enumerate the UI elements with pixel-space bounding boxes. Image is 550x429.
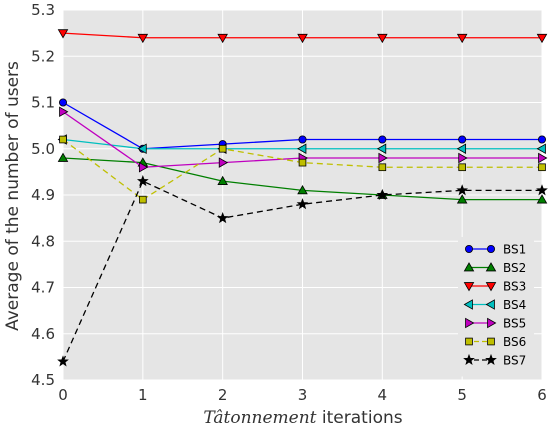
x-tick-label: 6 bbox=[537, 386, 547, 404]
data-point-bs2 bbox=[297, 184, 308, 195]
legend-label-bs4: BS4 bbox=[503, 298, 526, 312]
data-point-bs7 bbox=[296, 198, 309, 210]
data-point-bs4 bbox=[376, 143, 387, 155]
data-point-bs2 bbox=[57, 152, 69, 162]
legend-item-bs6: BS6 bbox=[465, 335, 526, 349]
y-tick-label: 4.8 bbox=[31, 232, 55, 250]
legend-marker-bs3 bbox=[485, 282, 497, 292]
x-axis-label-rest: iterations bbox=[317, 408, 403, 428]
legend-marker-bs7 bbox=[463, 353, 475, 365]
data-point-bs6 bbox=[59, 135, 67, 144]
legend-marker-bs1 bbox=[486, 244, 495, 253]
data-point-bs5 bbox=[218, 157, 229, 168]
data-point-bs6 bbox=[218, 144, 227, 153]
x-tick-label: 4 bbox=[378, 386, 388, 404]
data-point-bs6 bbox=[458, 163, 466, 172]
data-point-bs1 bbox=[59, 98, 68, 107]
legend-label-bs6: BS6 bbox=[503, 335, 526, 349]
legend-label-bs2: BS2 bbox=[503, 261, 526, 275]
data-point-bs1 bbox=[458, 135, 467, 144]
series-bs6 bbox=[59, 135, 546, 204]
y-tick-label: 4.5 bbox=[31, 371, 55, 389]
y-axis-label: Average of the number of users bbox=[3, 61, 23, 331]
data-point-bs3 bbox=[377, 33, 388, 44]
legend-label-bs1: BS1 bbox=[503, 243, 526, 257]
data-point-bs7 bbox=[536, 184, 548, 196]
legend-marker-bs1 bbox=[464, 244, 473, 253]
data-point-bs7 bbox=[456, 184, 469, 196]
y-tick-label: 4.7 bbox=[31, 279, 55, 297]
data-point-bs5 bbox=[458, 152, 468, 164]
legend-marker-bs5 bbox=[465, 317, 475, 329]
data-point-bs5 bbox=[378, 152, 388, 164]
x-tick-label: 2 bbox=[218, 386, 228, 404]
x-axis-label-italic: Tâtonnement bbox=[203, 408, 316, 428]
data-point-bs3 bbox=[536, 33, 548, 44]
data-point-bs5 bbox=[138, 161, 149, 173]
data-point-bs4 bbox=[137, 143, 147, 155]
legend-marker-bs3 bbox=[463, 282, 475, 292]
y-tick-label: 5.3 bbox=[31, 1, 55, 19]
legend-label-bs7: BS7 bbox=[503, 354, 526, 368]
data-point-bs3 bbox=[57, 29, 69, 39]
legend-marker-bs2 bbox=[463, 262, 475, 272]
data-point-bs2 bbox=[456, 194, 468, 204]
tick-labels: 0 1 2 3 4 5 6 4.5 4.6 4.7 4.8 4.9 5.0 5.1 5.2 5.3 bbox=[31, 1, 547, 404]
data-point-bs7 bbox=[136, 174, 149, 187]
data-point-bs7 bbox=[376, 188, 389, 200]
legend-marker-bs6 bbox=[487, 337, 495, 346]
legend-marker-bs6 bbox=[465, 337, 473, 346]
data-point-bs1 bbox=[298, 135, 307, 144]
legend-label-bs3: BS3 bbox=[503, 280, 526, 294]
y-tick-label: 5.2 bbox=[31, 47, 55, 65]
y-tick-label: 4.6 bbox=[31, 325, 55, 343]
legend-item-bs4: BS4 bbox=[463, 298, 526, 312]
y-tick-label: 5.1 bbox=[31, 94, 55, 112]
legend-item-bs3: BS3 bbox=[463, 280, 526, 294]
data-point-bs4 bbox=[297, 143, 307, 155]
series-bs7 bbox=[57, 174, 548, 367]
x-tick-label: 3 bbox=[298, 386, 308, 404]
data-point-bs5 bbox=[59, 106, 69, 118]
legend: BS1 BS2 BS3 BS4 BS5 BS6 BS7 bbox=[458, 237, 534, 377]
data-point-bs6 bbox=[378, 163, 387, 172]
data-point-bs4 bbox=[456, 143, 467, 155]
data-point-bs2 bbox=[217, 175, 228, 185]
data-point-bs5 bbox=[538, 152, 548, 164]
legend-marker-bs4 bbox=[485, 299, 495, 310]
legend-item-bs5: BS5 bbox=[465, 317, 526, 331]
data-point-bs6 bbox=[538, 163, 546, 172]
data-point-bs3 bbox=[137, 33, 149, 44]
legend-item-bs1: BS1 bbox=[464, 243, 526, 257]
series-layer bbox=[57, 29, 548, 367]
data-point-bs3 bbox=[297, 33, 308, 44]
y-tick-label: 5.0 bbox=[31, 140, 55, 158]
data-point-bs7 bbox=[216, 211, 229, 224]
x-tick-label: 0 bbox=[58, 386, 68, 404]
y-tick-label: 4.9 bbox=[31, 186, 55, 204]
data-point-bs1 bbox=[378, 135, 387, 144]
legend-item-bs7: BS7 bbox=[463, 353, 526, 368]
data-point-bs7 bbox=[57, 355, 69, 367]
data-point-bs1 bbox=[538, 135, 547, 144]
x-tick-label: 5 bbox=[457, 386, 467, 404]
data-point-bs3 bbox=[217, 33, 228, 44]
legend-marker-bs2 bbox=[485, 262, 497, 272]
legend-label-bs5: BS5 bbox=[503, 317, 526, 331]
series-bs3 bbox=[57, 29, 548, 44]
legend-item-bs2: BS2 bbox=[463, 261, 526, 275]
data-point-bs2 bbox=[536, 194, 548, 204]
legend-marker-bs7 bbox=[485, 353, 497, 365]
legend-marker-bs5 bbox=[487, 317, 497, 329]
data-point-bs3 bbox=[456, 33, 468, 44]
data-point-bs6 bbox=[298, 158, 307, 167]
x-tick-label: 1 bbox=[138, 386, 148, 404]
data-point-bs4 bbox=[536, 143, 546, 155]
legend-marker-bs4 bbox=[463, 299, 473, 310]
x-axis-label: Tâtonnement iterations bbox=[203, 408, 402, 428]
data-point-bs6 bbox=[139, 195, 147, 204]
